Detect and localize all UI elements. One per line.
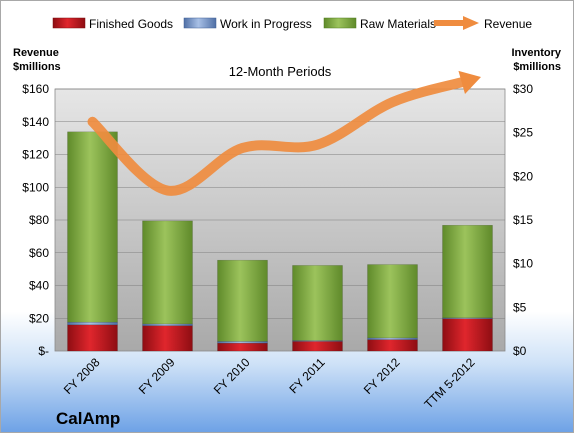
right-axis-ticks: $0 $5 $10 $15 $20 $25 $30 [513, 82, 533, 358]
x-tick-label: FY 2008 [61, 355, 103, 397]
x-axis-labels: FY 2008 FY 2009 FY 2010 FY 2011 FY 2012 TTM 5… [61, 355, 478, 411]
left-tick-label: $140 [22, 115, 49, 129]
left-tick-label: $160 [22, 82, 49, 96]
right-tick-label: $0 [513, 344, 527, 358]
right-tick-label: $30 [513, 82, 533, 96]
bar-finished-goods [367, 339, 418, 352]
bar-raw-materials [442, 224, 493, 319]
bar-work-in-progress [67, 321, 118, 326]
right-axis-title-line1: Inventory [511, 47, 561, 59]
bar-work-in-progress [142, 323, 193, 326]
bar-raw-materials [217, 259, 268, 342]
bar-raw-materials [67, 131, 118, 323]
bar-finished-goods [217, 342, 268, 352]
bar-finished-goods [142, 325, 193, 352]
chart-subtitle: 12-Month Periods [229, 64, 332, 79]
revenue-line [87, 75, 473, 196]
legend-swatch-work-in-progress [183, 17, 217, 29]
legend-swatch-revenue-arrow [463, 16, 479, 30]
right-tick-label: $25 [513, 126, 533, 140]
left-tick-label: $100 [22, 180, 49, 194]
left-tick-label: $40 [29, 279, 49, 293]
left-axis-title-line2: $millions [13, 61, 61, 73]
bar-series [67, 131, 493, 352]
x-tick-label: FY 2011 [286, 355, 327, 396]
x-tick-label: FY 2009 [136, 355, 178, 397]
bar-raw-materials [367, 264, 418, 339]
bar-raw-materials [142, 220, 193, 325]
left-tick-label: $20 [29, 311, 49, 325]
legend-label-work-in-progress: Work in Progress [220, 17, 312, 31]
x-tick-label: FY 2010 [211, 355, 253, 397]
legend-label-finished-goods: Finished Goods [89, 17, 173, 31]
revenue-line-series [87, 70, 481, 196]
right-tick-label: $5 [513, 300, 527, 314]
company-name: CalAmp [56, 409, 120, 428]
right-axis-title-line2: $millions [513, 61, 561, 73]
legend: Finished Goods Work in Progress Raw Mate… [52, 16, 532, 31]
legend-swatch-finished-goods [52, 17, 86, 29]
bar-finished-goods [292, 341, 343, 352]
bar-work-in-progress [217, 341, 268, 344]
revenue-arrowhead [458, 70, 481, 94]
bar-raw-materials [292, 265, 343, 341]
legend-label-raw-materials: Raw Materials [360, 17, 436, 31]
right-tick-label: $20 [513, 169, 533, 183]
left-tick-label: $- [38, 344, 49, 358]
right-tick-label: $15 [513, 213, 533, 227]
bar-work-in-progress [367, 337, 418, 340]
left-tick-label: $120 [22, 148, 49, 162]
left-tick-label: $60 [29, 246, 49, 260]
right-tick-label: $10 [513, 257, 533, 271]
legend-swatch-raw-materials [323, 17, 357, 29]
left-tick-label: $80 [29, 213, 49, 227]
x-tick-label: FY 2012 [361, 355, 403, 397]
legend-label-revenue: Revenue [484, 17, 532, 31]
x-tick-label: TTM 5-2012 [422, 355, 478, 411]
bar-finished-goods [442, 318, 493, 352]
left-axis-title-line1: Revenue [13, 47, 59, 59]
bar-finished-goods [67, 324, 118, 352]
left-axis-ticks: $- $20 $40 $60 $80 $100 $120 $140 $160 [22, 82, 49, 358]
